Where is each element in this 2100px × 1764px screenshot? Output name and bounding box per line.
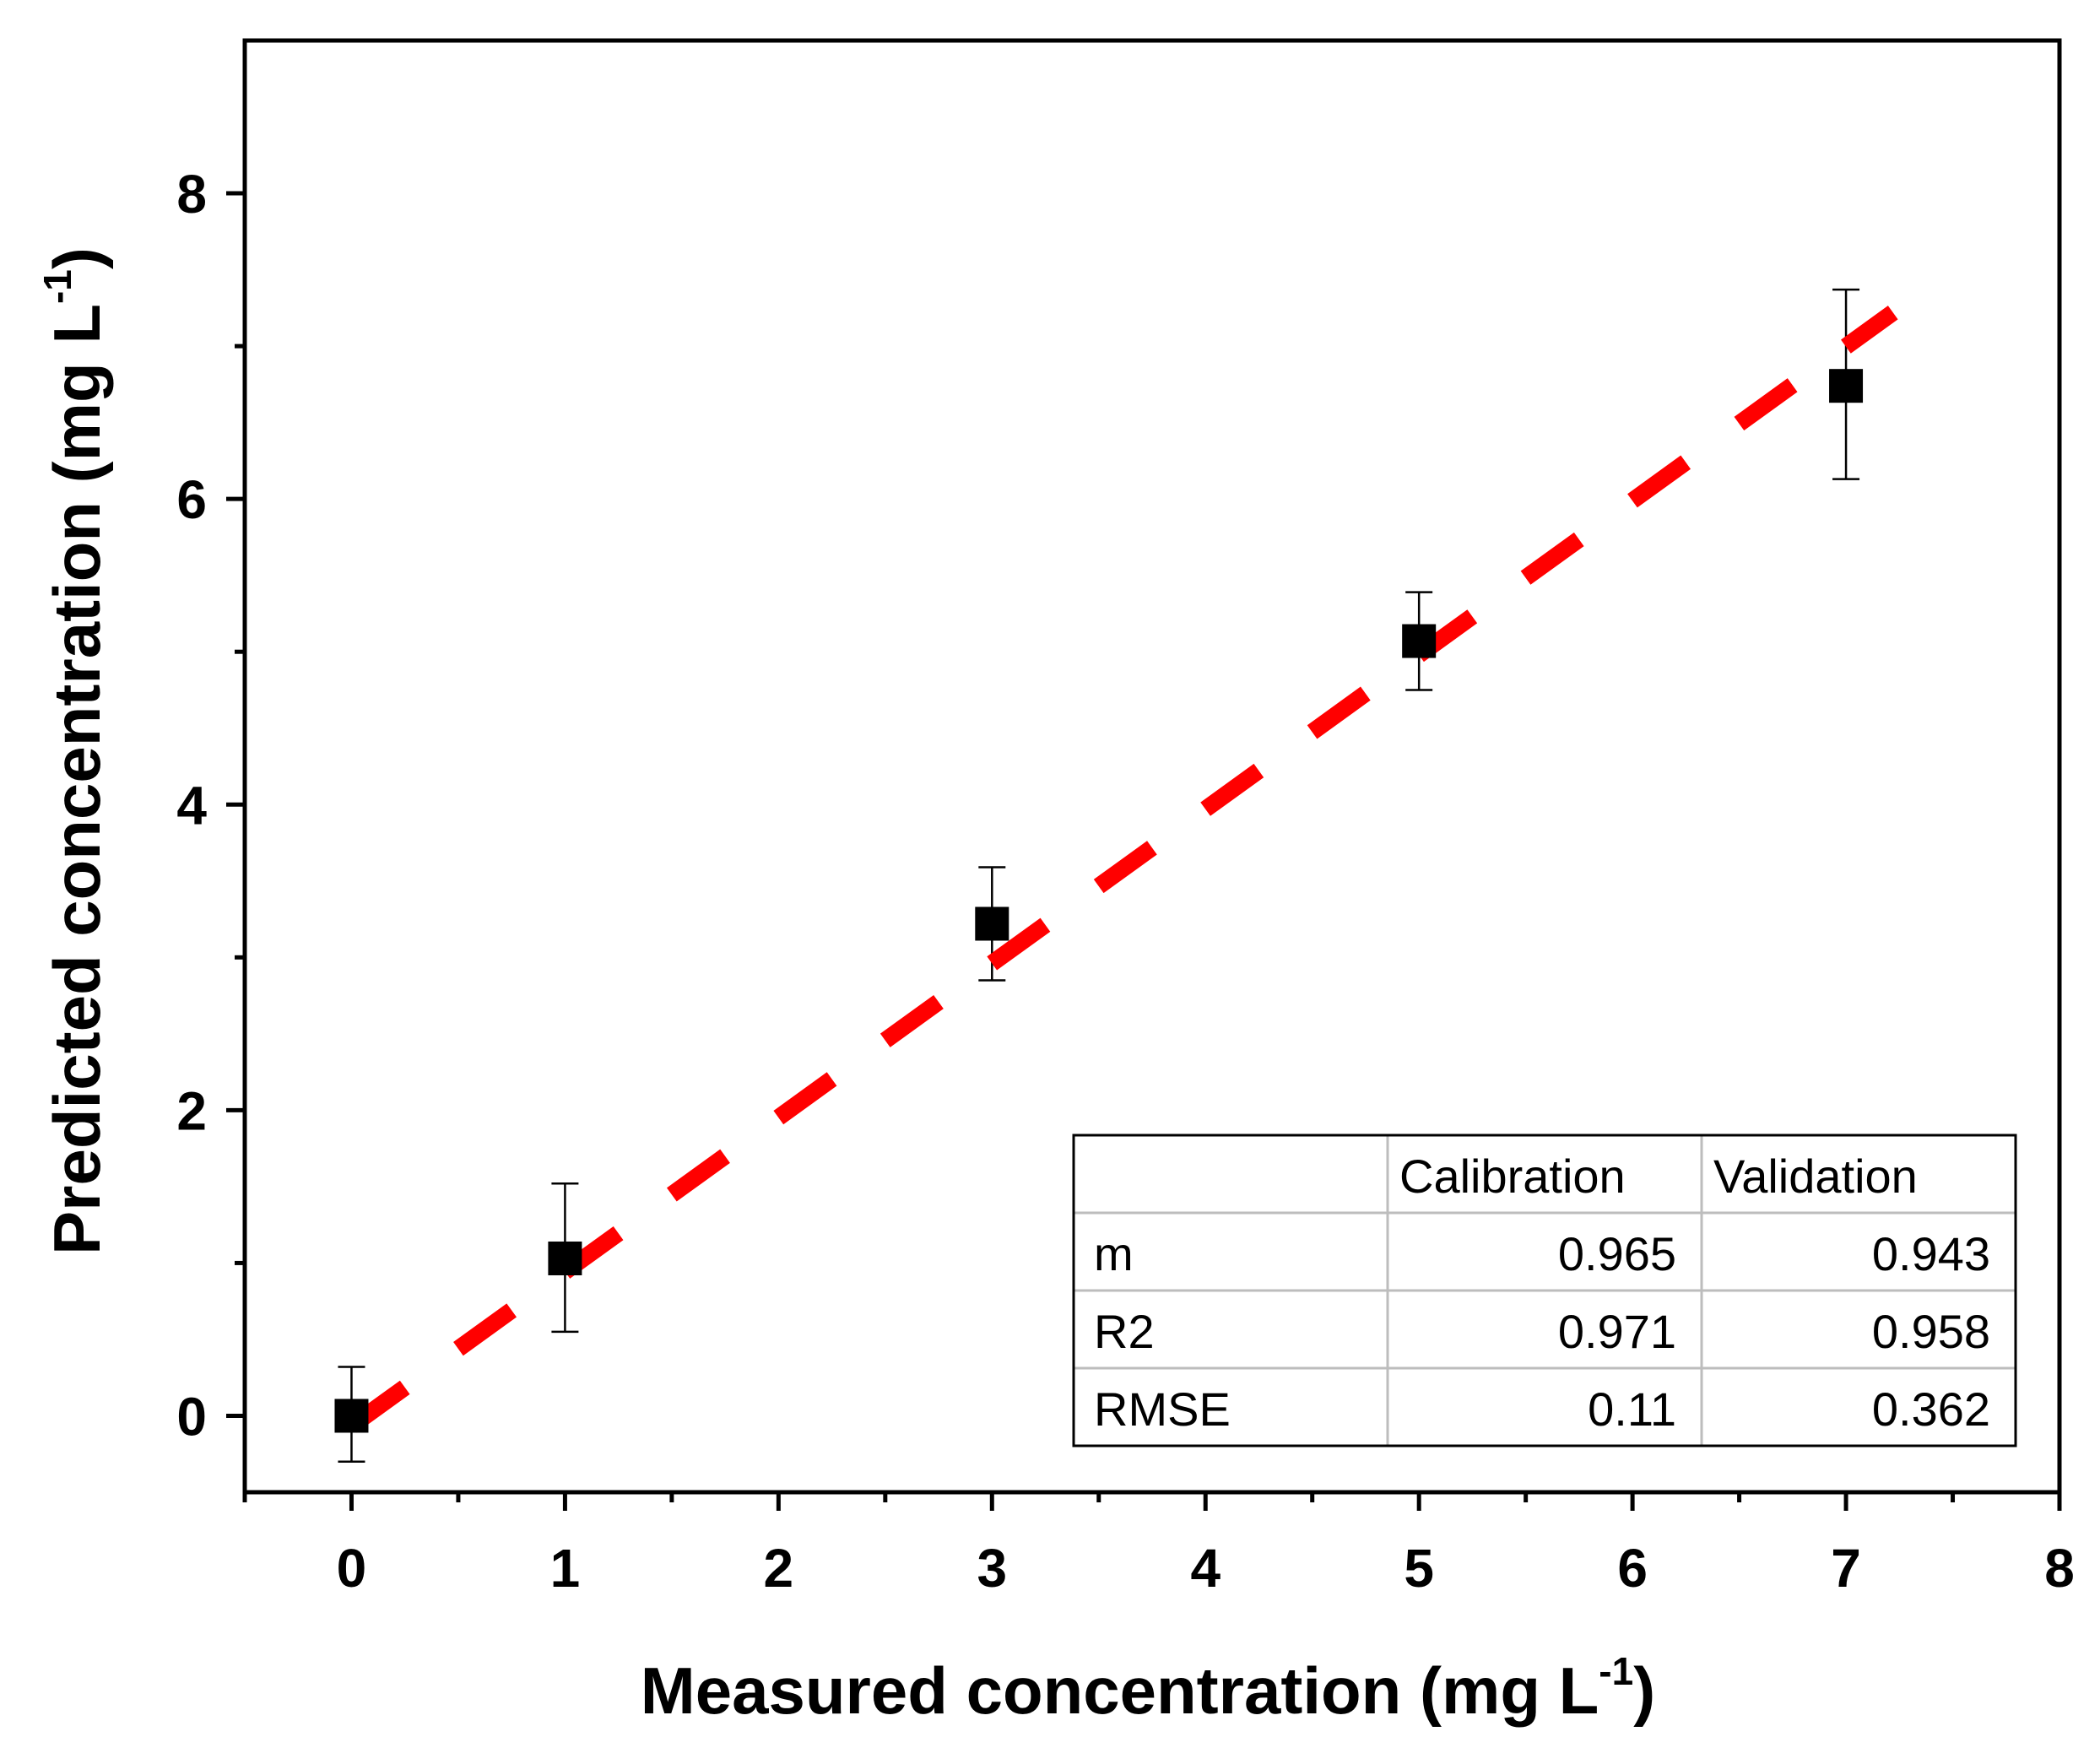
x-tick-label: 0	[337, 1538, 367, 1599]
plot-frame	[242, 38, 2062, 1495]
x-tick-label: 8	[2044, 1538, 2075, 1599]
data-point-square	[975, 906, 1009, 941]
x-tick-label: 7	[1831, 1538, 1861, 1599]
table-header-cell: Validation	[1713, 1150, 1918, 1203]
regression-line	[346, 306, 1898, 1433]
table-value-cell: 0.11	[1588, 1383, 1676, 1436]
x-tick-label: 1	[550, 1538, 581, 1599]
table-row-label: RMSE	[1094, 1383, 1231, 1436]
x-tick-label: 6	[1617, 1538, 1648, 1599]
y-tick-label: 6	[176, 469, 207, 530]
data-point-square	[548, 1241, 582, 1275]
y-tick-label: 0	[176, 1386, 207, 1447]
y-tick-label: 8	[176, 164, 207, 225]
data-point-square	[1829, 369, 1864, 403]
plot-area	[242, 38, 2062, 1495]
table-value-cell: 0.971	[1558, 1305, 1676, 1358]
data-point-square	[334, 1399, 369, 1433]
y-axis-title: Predicted concentration (mg L-1)	[35, 247, 114, 1255]
stats-table: Calibration Validation m 0.965 0.943 R2 0.971 0…	[1072, 1134, 2017, 1447]
table-row-label: m	[1094, 1227, 1134, 1280]
table-header-cell: Calibration	[1399, 1150, 1626, 1203]
x-tick-label: 4	[1190, 1538, 1220, 1599]
table-row-label: R2	[1094, 1305, 1155, 1358]
data-marks	[334, 288, 1898, 1464]
y-tick-label: 2	[176, 1080, 207, 1141]
table-value-cell: 0.965	[1558, 1227, 1676, 1280]
axis-ticks: 0 1 2 3 4 5 6 7 8 0 2 4 6 8	[176, 164, 2074, 1599]
table-value-cell: 0.943	[1872, 1227, 1990, 1280]
x-tick-label: 3	[977, 1538, 1007, 1599]
x-axis-title: Measured concentration (mg L-1)	[641, 1649, 1655, 1728]
x-tick-label: 5	[1404, 1538, 1434, 1599]
x-tick-label: 2	[764, 1538, 794, 1599]
data-point-square	[1402, 624, 1437, 658]
table-value-cell: 0.362	[1872, 1383, 1990, 1436]
table-value-cell: 0.958	[1872, 1305, 1990, 1358]
y-tick-label: 4	[176, 775, 207, 836]
table-border	[1072, 1134, 2017, 1447]
